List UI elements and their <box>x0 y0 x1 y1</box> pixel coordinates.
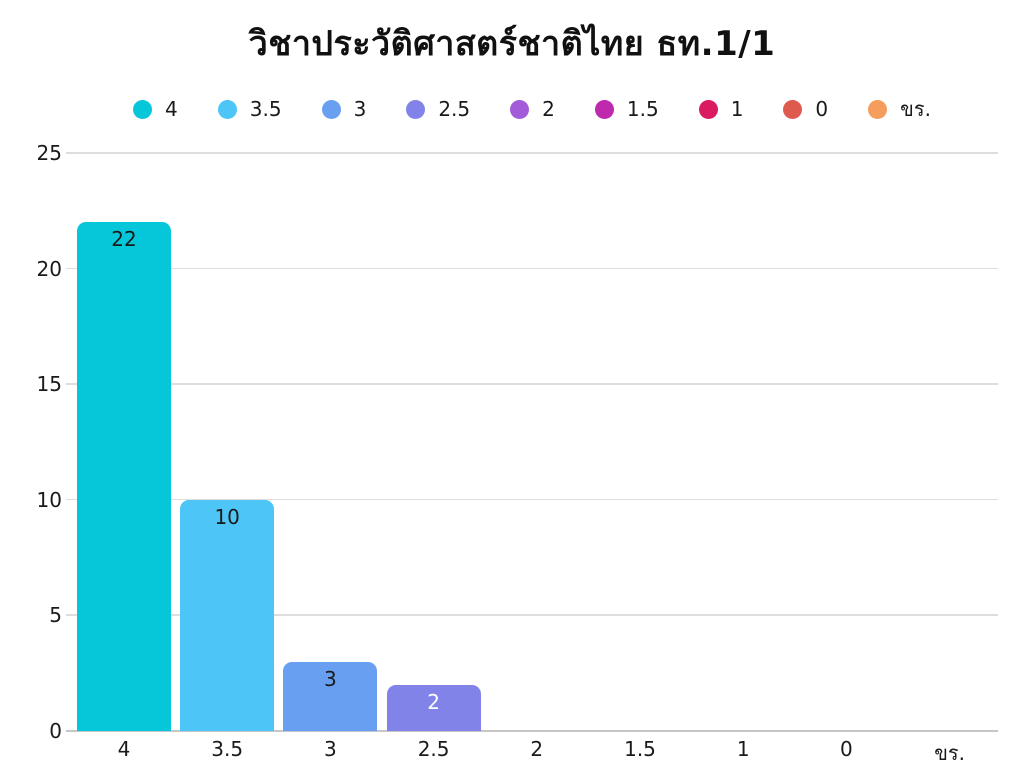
legend-label: 1 <box>730 97 744 121</box>
legend-swatch-icon <box>217 99 237 119</box>
legend-label: ขร. <box>900 97 931 121</box>
legend-item-ขร.: ขร. <box>868 99 931 119</box>
y-axis-tick-label: 5 <box>49 603 62 628</box>
x-axis-tick-label: 4 <box>117 737 131 761</box>
x-axis-tick-label: 1.5 <box>624 737 656 761</box>
x-axis-tick-label: 1 <box>736 737 750 761</box>
legend-item-2.5: 2.5 <box>406 99 470 119</box>
legend-label: 2 <box>542 97 555 121</box>
legend-label: 1.5 <box>626 97 659 121</box>
chart-title: วิชาประวัติศาสตร์ชาติไทย ธท.1/1 <box>248 24 776 64</box>
bar-value-label: 22 <box>111 227 137 252</box>
x-axis-tick-label: 0 <box>840 737 853 761</box>
legend-swatch-icon <box>783 99 803 119</box>
y-axis-tick-label: 15 <box>36 372 62 397</box>
bar-3.5: 10 <box>180 499 275 731</box>
legend-label: 0 <box>815 97 829 121</box>
legend-swatch-icon <box>406 99 426 119</box>
legend-item-3: 3 <box>321 97 367 121</box>
legend-item-0: 0 <box>783 99 828 119</box>
legend-item-1.5: 1.5 <box>594 97 659 121</box>
x-axis-tick-label: 3 <box>324 737 337 761</box>
bar-value-label: 2 <box>427 689 440 714</box>
gridline <box>66 383 998 385</box>
gridline <box>66 498 998 501</box>
x-axis-tick-label: 2 <box>530 737 544 761</box>
x-axis-tick-label: ขร. <box>934 741 965 765</box>
legend-label: 2.5 <box>438 97 471 121</box>
bar-3: 3 <box>283 661 378 731</box>
y-axis-tick-label: 20 <box>36 256 62 281</box>
legend-label: 4 <box>165 97 178 121</box>
x-axis-tick-label: 2.5 <box>417 737 450 761</box>
x-axis-tick-label: 3.5 <box>211 737 244 761</box>
bar-2.5: 2 <box>386 684 481 731</box>
y-axis-tick-label: 10 <box>36 487 62 512</box>
gridline <box>66 614 998 616</box>
y-axis-tick-label: 25 <box>36 141 62 165</box>
legend-swatch-icon <box>868 99 888 119</box>
bar-value-label: 3 <box>324 666 337 691</box>
legend-item-4: 4 <box>133 99 178 119</box>
legend-swatch-icon <box>133 99 153 119</box>
legend-label: 3.5 <box>249 97 282 121</box>
x-axis-line <box>66 730 998 732</box>
legend-item-2: 2 <box>510 99 555 119</box>
legend-swatch-icon <box>321 99 341 119</box>
y-axis-tick-label: 0 <box>49 719 62 743</box>
bar-4: 22 <box>77 222 171 731</box>
legend-item-1: 1 <box>698 97 744 121</box>
legend-item-3.5: 3.5 <box>217 97 282 121</box>
bar-value-label: 10 <box>214 504 240 529</box>
legend-swatch-icon <box>698 99 718 119</box>
gridline <box>66 152 998 154</box>
gridline <box>66 267 998 270</box>
legend-label: 3 <box>353 97 367 121</box>
legend-swatch-icon <box>510 99 530 119</box>
legend-swatch-icon <box>594 99 614 119</box>
legend: 4 3.5 3 2.5 2 1.5 1 0 ขร. <box>66 99 998 119</box>
